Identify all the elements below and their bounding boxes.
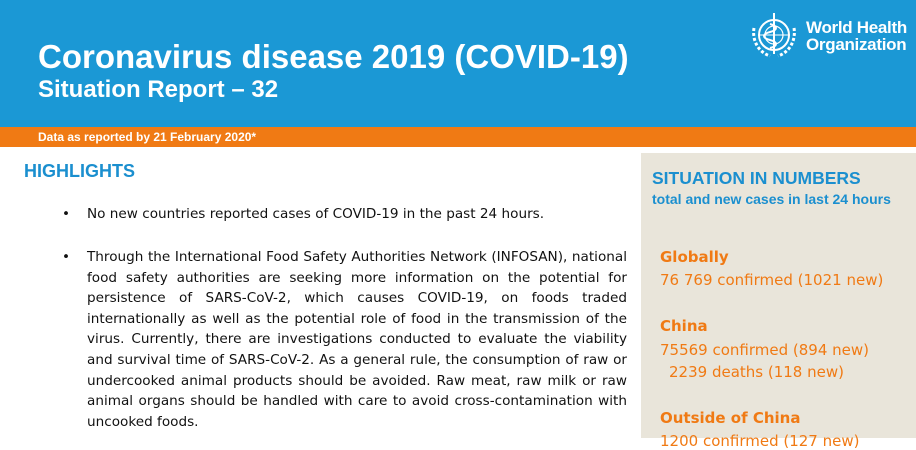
org-name-line1: World Health (806, 18, 907, 37)
globally-confirmed: 76 769 confirmed (1021 new) (660, 271, 884, 289)
who-logo: World Health Organization (748, 10, 907, 62)
china-label: China (660, 317, 708, 335)
report-header: Coronavirus disease 2019 (COVID-19) Situ… (0, 0, 916, 127)
report-title: Coronavirus disease 2019 (COVID-19) (38, 38, 629, 75)
china-deaths: 2239 deaths (118 new) (669, 363, 844, 381)
situation-heading: SITUATION IN NUMBERS (652, 168, 861, 188)
date-bar: Data as reported by 21 February 2020* (0, 127, 916, 147)
outside-china-confirmed: 1200 confirmed (127 new) (660, 432, 860, 450)
report-subtitle: Situation Report – 32 (38, 76, 279, 103)
org-name-line2: Organization (806, 35, 907, 54)
situation-subheading: total and new cases in last 24 hours (652, 191, 891, 207)
who-emblem-icon (752, 13, 796, 58)
bullet-icon: • (62, 206, 71, 222)
globally-label: Globally (660, 248, 729, 266)
china-confirmed: 75569 confirmed (894 new) (660, 341, 870, 359)
highlights-heading: HIGHLIGHTS (24, 161, 135, 181)
date-text: Data as reported by 21 February 2020* (38, 130, 257, 144)
bullet-icon: • (62, 249, 71, 265)
outside-china-label: Outside of China (660, 409, 801, 427)
situation-sidebar: SITUATION IN NUMBERS total and new cases… (641, 153, 916, 450)
